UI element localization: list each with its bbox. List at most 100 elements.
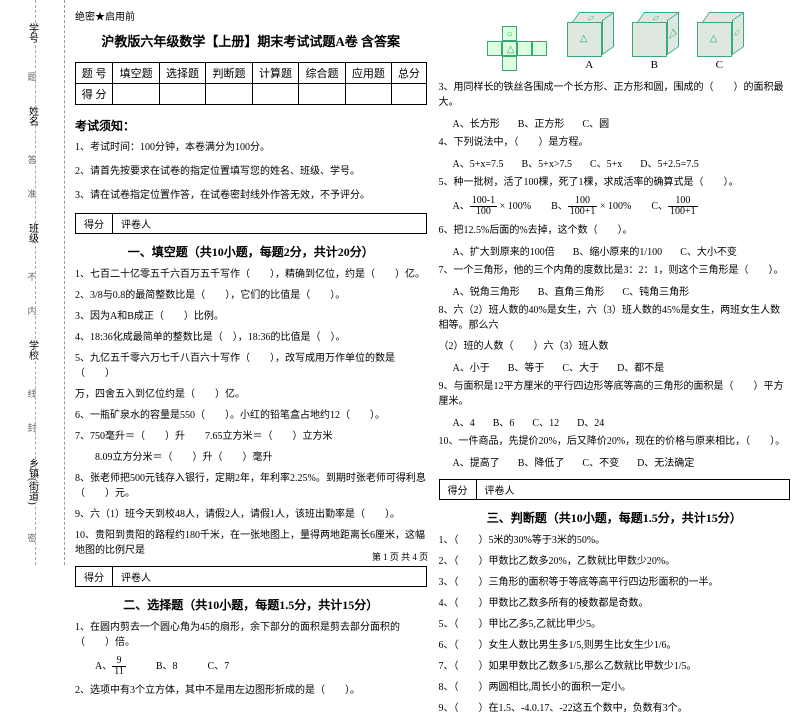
question-options: A、100-1100 × 100% B、100100+1 × 100% C、10… — [453, 196, 791, 217]
opt: B、6 — [493, 414, 515, 429]
cell — [252, 84, 298, 105]
triangle-icon: △ — [710, 33, 718, 44]
fraction: 100100+1 — [568, 196, 598, 217]
question-options: A、911 B、8 C、7 — [75, 656, 427, 677]
denominator: 11 — [112, 667, 126, 677]
net-cell — [487, 41, 502, 56]
seal-mark: 准 — [26, 189, 39, 198]
denominator: 100 — [470, 207, 497, 217]
fraction: 100100+1 — [668, 196, 698, 217]
cube-net: ○ △ — [487, 26, 547, 71]
seal-mark: 密 — [26, 533, 39, 542]
cube-side — [602, 12, 614, 55]
question: 1、（ ）5米的30%等于3米的50%。 — [439, 533, 791, 548]
field-class: 班级 — [25, 223, 40, 243]
question: 6、（ ）女生人数比男生多1/5,则男生比女生少1/6。 — [439, 638, 791, 653]
opt: B、直角三角形 — [538, 283, 605, 298]
opt: A、锐角三角形 — [453, 283, 520, 298]
seal-mark: 答 — [26, 155, 39, 164]
field-student-id: 学号 — [25, 23, 40, 43]
fraction: 911 — [112, 656, 126, 677]
question: 6、把12.5%后面的%去掉，这个数（ ）。 — [439, 223, 791, 238]
question: 7、（ ）如果甲数比乙数多1/5,那么乙数就比甲数少1/5。 — [439, 659, 791, 674]
opt: D、24 — [577, 414, 604, 429]
opt: D、无法确定 — [637, 454, 694, 469]
opt-label: A、 — [453, 201, 470, 212]
question: 9、六（1）班今天到校48人，请假2人，请假1人，该班出勤率是（ ）。 — [75, 507, 427, 522]
opt: A、提高了 — [453, 454, 500, 469]
score-box: 得分 评卷人 — [75, 566, 427, 587]
options: A、4B、6C、12D、24 — [453, 414, 791, 429]
left-column: 绝密★启用前 沪教版六年级数学【上册】期末考试试题A卷 含答案 题 号 填空题 … — [75, 8, 427, 557]
binding-field-group: 学校 — [25, 340, 40, 364]
question: （2）班的人数（ ）六（3）班人数 — [439, 339, 791, 354]
net-cell: ○ — [502, 26, 517, 41]
table-row: 得 分 — [76, 84, 427, 105]
question: 7、一个三角形，他的三个内角的度数比是3：2：1，则这个三角形是（ ）。 — [439, 263, 791, 278]
notice-item: 1、考试时间：100分钟，本卷满分为100分。 — [75, 141, 427, 155]
question: 5、种一批树，活了100棵，死了1棵，求成活率的确算式是（ ）。 — [439, 175, 791, 190]
cube-option: ○ △ B — [632, 12, 677, 71]
seal-mark: 题 — [26, 72, 39, 81]
page-footer: 第 1 页 共 4 页 — [372, 550, 428, 563]
score-table: 题 号 填空题 选择题 判断题 计算题 综合题 应用题 总分 得 分 — [75, 62, 427, 105]
cube-option: ○ △ A — [567, 12, 612, 71]
opt: C、5+x — [590, 155, 622, 170]
net-cell — [502, 56, 517, 71]
question: 8、（ ）两圆相比,周长小的面积一定小。 — [439, 680, 791, 695]
field-name: 姓名 — [25, 106, 40, 126]
opt-b: B、100100+1 × 100% — [551, 196, 631, 217]
question: 3、用同样长的铁丝各围成一个长方形、正方形和圆，围成的（ ）的面积最大。 — [439, 80, 791, 110]
section-3-title: 三、判断题（共10小题，每题1.5分，共计15分） — [439, 509, 791, 526]
opt-a-label: A、 — [95, 661, 112, 672]
numerator: 9 — [112, 656, 126, 667]
fraction: 100-1100 — [470, 196, 497, 217]
net-cell — [517, 41, 532, 56]
seal-mark: 内 — [26, 306, 39, 315]
cube-side: ○ — [732, 12, 744, 55]
secret-label: 绝密★启用前 — [75, 8, 427, 23]
question: 8、六（2）班人数的40%是女生，六（3）班人数的45%是女生，两班女生人数相等… — [439, 303, 791, 333]
triangle-icon: △ — [507, 44, 515, 55]
cube-label: A — [567, 59, 612, 71]
cell: 题 号 — [76, 63, 113, 84]
score-label: 得分 — [76, 567, 113, 586]
cell: 总分 — [392, 63, 426, 84]
cube-shape: △ ○ — [697, 12, 742, 57]
triangle-icon: △ — [669, 24, 677, 40]
opt-label: B、 — [551, 201, 568, 212]
cell: 判断题 — [206, 63, 252, 84]
seal-mark: 不 — [26, 272, 39, 281]
opt: B、降低了 — [518, 454, 565, 469]
cell: 综合题 — [299, 63, 345, 84]
question: 4、（ ）甲数比乙数多所有的棱数都是奇数。 — [439, 596, 791, 611]
opt-b: B、8 — [156, 661, 178, 672]
question: 2、（ ）甲数比乙数多20%，乙数就比甲数少20%。 — [439, 554, 791, 569]
opt-label: C、 — [651, 201, 668, 212]
opt: A、扩大到原来的100倍 — [453, 243, 555, 258]
question: 4、下列说法中，（ ）是方程。 — [439, 135, 791, 150]
question: 1、在圆内剪去一个圆心角为45的扇形，余下部分的面积是剪去部分面积的（ ）倍。 — [75, 620, 427, 650]
cube-option: △ ○ C — [697, 12, 742, 71]
question: 3、因为A和B成正（ ）比例。 — [75, 309, 427, 324]
cell — [392, 84, 426, 105]
opt: A、小于 — [453, 359, 490, 374]
question: 万，四舍五入到亿位约是（ ）亿。 — [75, 387, 427, 402]
cell: 计算题 — [252, 63, 298, 84]
cube-diagram: ○ △ ○ △ A — [439, 12, 791, 71]
question: 5、九亿五千零六万七千八百六十写作（ ），改写成用万作单位的数是（ ） — [75, 351, 427, 381]
opt: B、等于 — [508, 359, 545, 374]
options: A、锐角三角形B、直角三角形C、钝角三角形 — [453, 283, 791, 298]
question: 5、（ ）甲比乙多5,乙就比甲少5。 — [439, 617, 791, 632]
opt: C、大于 — [562, 359, 599, 374]
circle-icon: ○ — [507, 29, 513, 40]
net-shape: ○ △ — [487, 26, 547, 71]
section-2-title: 二、选择题（共10小题，每题1.5分，共计15分） — [75, 596, 427, 613]
page-container: 学号 题 姓名 答 准 班级 不 内 学校 线 封 乡镇(街道) 密 绝密★启用… — [0, 0, 800, 565]
notice-item: 2、请首先按要求在试卷的指定位置填写您的姓名、班级、学号。 — [75, 165, 427, 179]
opt: C、圆 — [582, 115, 609, 130]
opt: C、大小不变 — [680, 243, 737, 258]
opt: B、缩小原来的1/100 — [573, 243, 662, 258]
binding-field-group: 乡镇(街道) — [25, 458, 40, 509]
score-label: 得分 — [440, 480, 477, 499]
